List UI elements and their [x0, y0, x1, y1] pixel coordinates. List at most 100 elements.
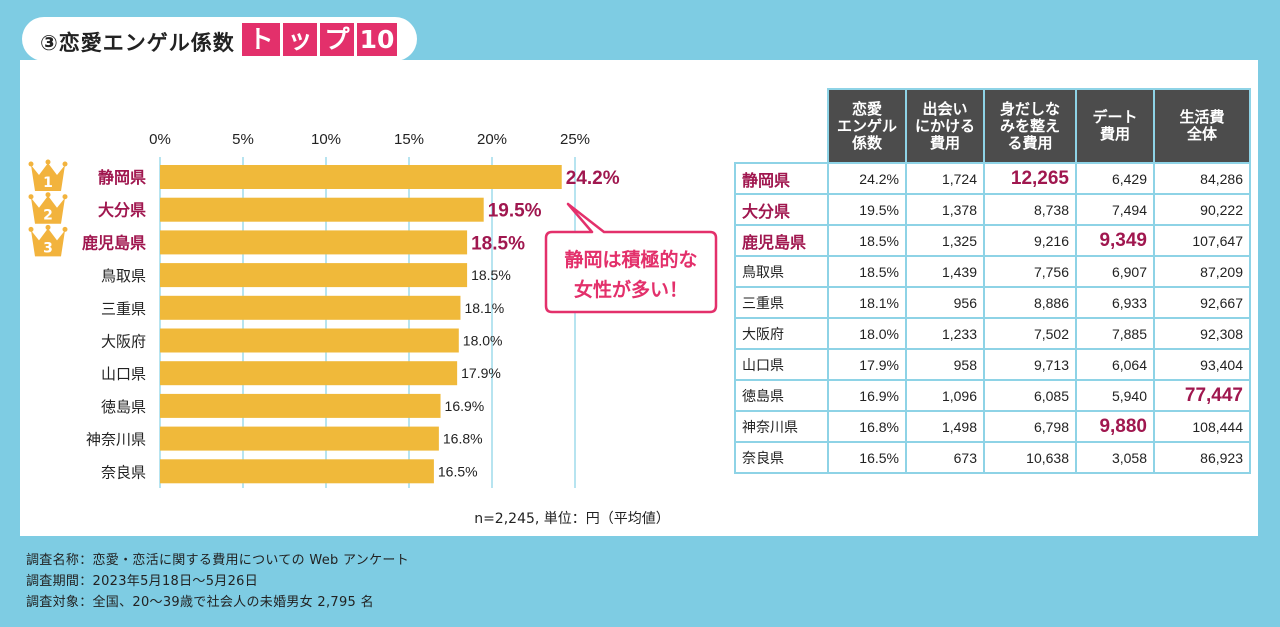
bar — [160, 230, 468, 255]
x-tick-label: 25% — [560, 131, 590, 148]
table-cell: 9,216 — [983, 224, 1077, 257]
data-label: 17.9% — [461, 365, 501, 381]
table-cell: 6,085 — [983, 379, 1077, 412]
table-cell: 19.5% — [827, 193, 907, 226]
table-cell: 7,494 — [1075, 193, 1155, 226]
table-cell: 90,222 — [1153, 193, 1251, 226]
category-label: 徳島県 — [101, 398, 146, 416]
callout-text: 女性が多い！ — [574, 278, 688, 301]
table-header-row: 恋愛 エンゲル 係数 出会い にかける 費用 身だしな みを整え る費用 デート 費用 生活費… — [735, 88, 1251, 164]
table-cell: 6,429 — [1075, 162, 1155, 195]
table-cell: 107,647 — [1153, 224, 1251, 257]
footer-survey-target: 調査対象：全国、20〜39歳で社会人の未婚男女 2,795 名 — [26, 595, 374, 610]
crown-jewel-icon — [62, 226, 68, 232]
table-cell: 673 — [905, 441, 985, 474]
category-label: 山口県 — [101, 365, 146, 383]
callout-bubble — [544, 202, 718, 314]
table-cell: 7,502 — [983, 317, 1077, 350]
table-cell: 12,265 — [983, 162, 1077, 195]
col-header-date: デート 費用 — [1075, 88, 1155, 164]
category-label: 鹿児島県 — [82, 233, 146, 252]
table-row: 徳島県 16.9% 1,096 6,085 5,940 77,447 — [734, 379, 1251, 412]
table-cell: 18.5% — [827, 255, 907, 288]
table-cell: 92,308 — [1153, 317, 1251, 350]
table-cell: 17.9% — [827, 348, 907, 381]
data-label: 18.1% — [464, 300, 504, 316]
crown-jewel-icon — [62, 194, 68, 200]
data-label: 18.5% — [471, 233, 525, 254]
table-cell: 8,738 — [983, 193, 1077, 226]
category-label: 神奈川県 — [86, 431, 146, 449]
table-row: 大阪府 18.0% 1,233 7,502 7,885 92,308 — [734, 317, 1251, 350]
category-label: 奈良県 — [101, 463, 146, 481]
table-row: 山口県 17.9% 958 9,713 6,064 93,404 — [734, 348, 1251, 381]
data-label: 18.5% — [471, 267, 511, 283]
table-cell: 24.2% — [827, 162, 907, 195]
prefecture-cell: 鳥取県 — [734, 255, 829, 288]
table-cell: 1,498 — [905, 410, 985, 443]
rank-number: 1 — [43, 175, 53, 191]
table-cell: 16.5% — [827, 441, 907, 474]
table-cell: 108,444 — [1153, 410, 1251, 443]
bar — [160, 328, 459, 353]
rank-number: 2 — [43, 208, 53, 224]
footer-survey-name: 調査名称：恋愛・恋活に関する費用についての Web アンケート — [26, 553, 409, 568]
table-cell: 7,885 — [1075, 317, 1155, 350]
col-header-engel: 恋愛 エンゲル 係数 — [827, 88, 907, 164]
prefecture-cell: 大阪府 — [734, 317, 829, 350]
table-cell: 84,286 — [1153, 162, 1251, 195]
table-row: 三重県 18.1% 956 8,886 6,933 92,667 — [734, 286, 1251, 319]
table-cell: 1,233 — [905, 317, 985, 350]
title-badge-1: ト — [242, 23, 280, 56]
category-label: 三重県 — [101, 300, 146, 318]
table-cell: 86,923 — [1153, 441, 1251, 474]
prefecture-cell: 山口県 — [734, 348, 829, 381]
prefecture-cell: 大分県 — [734, 193, 829, 226]
table-row: 奈良県 16.5% 673 10,638 3,058 86,923 — [734, 441, 1251, 474]
x-tick-label: 10% — [311, 131, 341, 148]
x-tick-label: 20% — [477, 131, 507, 148]
table-cell: 16.8% — [827, 410, 907, 443]
data-label: 16.9% — [445, 398, 485, 414]
bar — [160, 295, 461, 320]
category-label: 静岡県 — [98, 168, 146, 187]
table-cell: 1,724 — [905, 162, 985, 195]
table-cell: 6,064 — [1075, 348, 1155, 381]
category-label: 大阪府 — [101, 333, 146, 351]
data-table: 恋愛 エンゲル 係数 出会い にかける 費用 身だしな みを整え る費用 デート 費用 生活費… — [734, 88, 1251, 474]
x-tick-label: 15% — [394, 131, 424, 148]
table-cell: 18.0% — [827, 317, 907, 350]
data-label: 19.5% — [488, 201, 542, 222]
bar — [160, 361, 458, 386]
crown-icon — [31, 163, 65, 191]
table-cell: 5,940 — [1075, 379, 1155, 412]
table-corner — [735, 89, 829, 164]
bar — [160, 197, 484, 222]
bar — [160, 426, 439, 451]
table-cell: 9,880 — [1075, 410, 1155, 443]
table-cell: 9,713 — [983, 348, 1077, 381]
table-cell: 1,096 — [905, 379, 985, 412]
data-label: 16.8% — [443, 431, 483, 447]
title-badge-2: ッ — [283, 23, 317, 56]
table-cell: 18.1% — [827, 286, 907, 319]
rank-number: 3 — [43, 240, 53, 256]
table-row: 大分県 19.5% 1,378 8,738 7,494 90,222 — [734, 193, 1251, 226]
table-cell: 958 — [905, 348, 985, 381]
table-cell: 7,756 — [983, 255, 1077, 288]
table-cell: 9,349 — [1075, 224, 1155, 257]
title-badge-3: プ — [320, 23, 354, 56]
prefecture-cell: 静岡県 — [734, 162, 829, 195]
data-label: 24.2% — [566, 168, 620, 189]
category-label: 大分県 — [98, 201, 146, 220]
table-cell: 18.5% — [827, 224, 907, 257]
crown-jewel-icon — [28, 194, 34, 200]
bar — [160, 165, 562, 189]
crown-jewel-icon — [45, 192, 51, 198]
bar — [160, 459, 434, 484]
table-cell: 92,667 — [1153, 286, 1251, 319]
table-body: 静岡県 24.2% 1,724 12,265 6,429 84,286 大分県 19.5% 1,… — [734, 162, 1251, 474]
crown-jewel-icon — [28, 226, 34, 232]
crown-jewel-icon — [62, 161, 68, 167]
